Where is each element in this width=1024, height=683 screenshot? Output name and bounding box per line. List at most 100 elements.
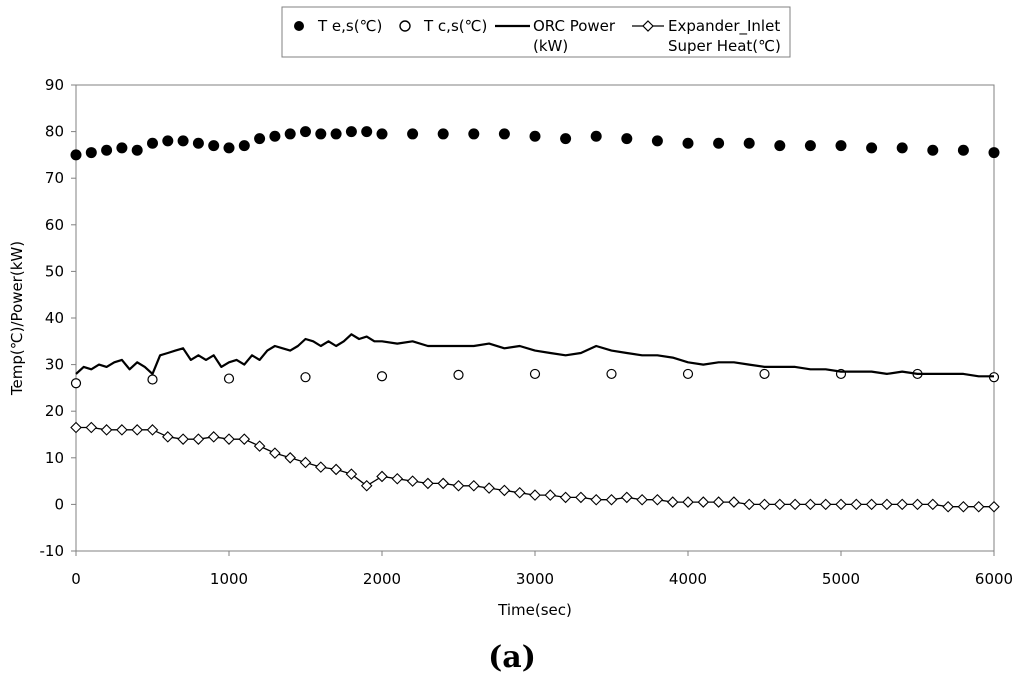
data-point [759, 368, 770, 380]
series-3 [70, 421, 1000, 513]
data-point [529, 368, 541, 380]
data-point [330, 128, 342, 140]
data-point [942, 500, 954, 513]
data-point [453, 369, 464, 380]
data-point [911, 498, 924, 511]
data-point [927, 498, 939, 511]
x-tick-label: 5000 [822, 570, 860, 588]
data-point [896, 498, 908, 511]
data-point [269, 130, 281, 142]
data-point [284, 128, 296, 140]
data-point [70, 149, 82, 161]
data-point [162, 135, 174, 147]
data-point [207, 431, 220, 443]
data-point [850, 498, 863, 511]
data-point [437, 128, 449, 140]
data-point [590, 493, 602, 506]
data-point [70, 421, 82, 434]
data-point [192, 433, 205, 445]
data-point [315, 128, 327, 140]
y-tick-label: 40 [45, 309, 64, 327]
data-point [605, 493, 618, 506]
data-point [208, 140, 220, 152]
y-tick-label: -10 [40, 542, 65, 560]
data-point [360, 479, 373, 492]
data-point [315, 461, 327, 473]
data-point [483, 482, 495, 494]
data-point [712, 496, 725, 508]
data-point [284, 452, 296, 464]
x-tick-label: 1000 [210, 570, 248, 588]
data-point [927, 144, 939, 156]
data-point [498, 484, 511, 497]
legend-label-tc: T c,s(℃) [423, 17, 487, 35]
data-point [651, 135, 663, 147]
data-point [498, 128, 510, 140]
x-tick-label: 6000 [975, 570, 1013, 588]
y-tick-label: 10 [45, 449, 64, 467]
data-point [147, 137, 158, 149]
data-point [407, 128, 419, 140]
data-point [85, 421, 98, 434]
data-point [559, 491, 572, 504]
x-tick-label: 0 [71, 570, 81, 588]
data-point [804, 498, 817, 511]
y-tick-label: 70 [45, 169, 64, 187]
x-tick-label: 2000 [363, 570, 401, 588]
data-point [345, 468, 358, 480]
data-point [146, 424, 159, 436]
legend-box [281, 6, 791, 58]
data-point [376, 371, 388, 382]
data-point [223, 373, 235, 384]
data-point [529, 130, 541, 142]
y-tick-label: 90 [45, 76, 64, 94]
y-tick-label: 80 [45, 123, 64, 141]
data-point [682, 137, 694, 149]
data-point [544, 489, 557, 501]
data-point [406, 475, 419, 487]
data-point [651, 493, 664, 506]
data-point [468, 479, 480, 492]
data-point [437, 477, 449, 490]
data-point [972, 500, 985, 513]
legend-marker-superheat [642, 20, 654, 32]
data-point [422, 477, 434, 490]
plot-area [75, 84, 995, 552]
data-point [70, 378, 82, 389]
data-point [866, 142, 878, 154]
data-point [728, 496, 740, 508]
data-point [223, 433, 235, 445]
y-axis: -10 0 10 20 30 40 50 60 70 80 90 [40, 76, 76, 560]
data-point [192, 137, 204, 149]
data-point [697, 496, 710, 508]
data-point [162, 431, 174, 443]
data-point [682, 496, 694, 508]
data-point [774, 498, 786, 511]
data-point [376, 470, 388, 483]
legend-label-te: T e,s(℃) [317, 17, 382, 35]
data-point [131, 144, 143, 156]
data-point [376, 128, 388, 140]
data-point [254, 133, 266, 145]
data-point [238, 140, 250, 152]
x-tick-label: 4000 [669, 570, 707, 588]
data-point [330, 463, 342, 476]
data-point [835, 498, 847, 511]
data-point [177, 433, 189, 445]
legend: T e,s(℃) T c,s(℃) ORC Power (kW) Expande… [281, 6, 791, 58]
data-point [758, 498, 771, 511]
data-point [606, 368, 617, 380]
data-point [269, 447, 281, 459]
data-point [300, 372, 311, 383]
data-point [621, 491, 633, 504]
data-point [774, 140, 786, 152]
data-point [529, 489, 541, 501]
data-point [300, 126, 311, 138]
data-point [100, 424, 113, 436]
y-tick-label: 20 [45, 402, 64, 420]
data-point [101, 144, 113, 156]
data-point [299, 456, 312, 469]
legend-label-orc: ORC Power (kW) [533, 17, 620, 55]
series-2 [75, 333, 994, 378]
